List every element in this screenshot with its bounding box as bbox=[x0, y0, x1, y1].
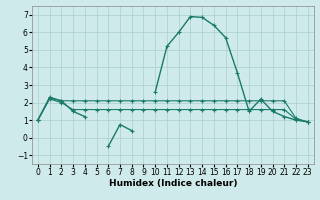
X-axis label: Humidex (Indice chaleur): Humidex (Indice chaleur) bbox=[108, 179, 237, 188]
